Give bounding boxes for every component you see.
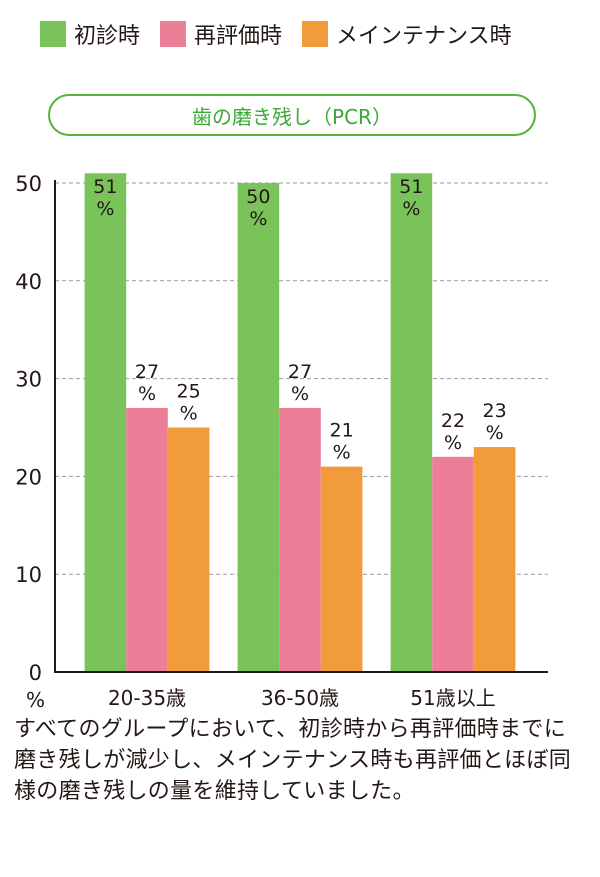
legend-swatch-initial — [40, 21, 66, 47]
legend-item-maintenance: メインテナンス時 — [302, 18, 512, 50]
bar — [279, 407, 321, 672]
y-axis-unit-label: % — [26, 688, 45, 710]
y-tick-label: 30 — [15, 368, 42, 392]
data-label-unit: % — [444, 432, 462, 454]
bar — [432, 456, 474, 672]
data-label-value: 21 — [330, 420, 354, 442]
data-label-unit: % — [333, 442, 351, 464]
data-label-unit: % — [291, 383, 309, 405]
data-label-unit: % — [402, 198, 420, 220]
data-label-value: 27 — [288, 361, 312, 383]
y-tick-label: 10 — [15, 563, 42, 587]
y-tick-label: 40 — [15, 270, 42, 294]
bar — [167, 427, 210, 672]
bar — [320, 466, 363, 672]
x-tick-label: 20-35歳 — [108, 686, 186, 710]
legend-label-maintenance: メインテナンス時 — [336, 24, 512, 49]
chart-title: 歯の磨き残し（PCR） — [192, 104, 392, 129]
chart-title-box: 歯の磨き残し（PCR） — [48, 94, 536, 136]
data-label-value: 23 — [483, 400, 507, 422]
data-label-value: 27 — [135, 361, 159, 383]
bar — [473, 447, 516, 672]
data-label-value: 51 — [399, 176, 423, 198]
x-tick-label: 51歳以上 — [410, 686, 495, 710]
legend: 初診時 再評価時 メインテナンス時 — [40, 14, 532, 54]
data-label-unit: % — [138, 383, 156, 405]
legend-swatch-maintenance — [302, 21, 329, 47]
caption: すべてのグループにおいて、初診時から再評価時までに磨き残しが減少し、メインテナン… — [14, 717, 572, 804]
bar — [390, 173, 433, 672]
bar — [126, 407, 168, 672]
bar — [84, 173, 127, 672]
data-label-value: 22 — [441, 410, 465, 432]
y-tick-label: 50 — [15, 172, 42, 196]
legend-item-initial: 初診時 — [40, 18, 140, 50]
data-label-unit: % — [180, 403, 198, 425]
data-label-unit: % — [486, 422, 504, 444]
bar — [237, 183, 280, 672]
legend-label-reevaluation: 再評価時 — [194, 24, 283, 49]
data-label-value: 51 — [93, 176, 117, 198]
data-label-unit: % — [249, 208, 267, 230]
legend-swatch-reevaluation — [160, 21, 187, 47]
data-label-value: 50 — [246, 186, 270, 208]
x-tick-label: 36-50歳 — [261, 686, 339, 710]
legend-label-initial: 初診時 — [74, 24, 141, 49]
data-label-unit: % — [96, 198, 114, 220]
data-label-value: 25 — [177, 381, 201, 403]
legend-item-reevaluation: 再評価時 — [160, 18, 282, 50]
y-tick-label: 0 — [29, 661, 42, 685]
y-tick-label: 20 — [15, 465, 42, 489]
